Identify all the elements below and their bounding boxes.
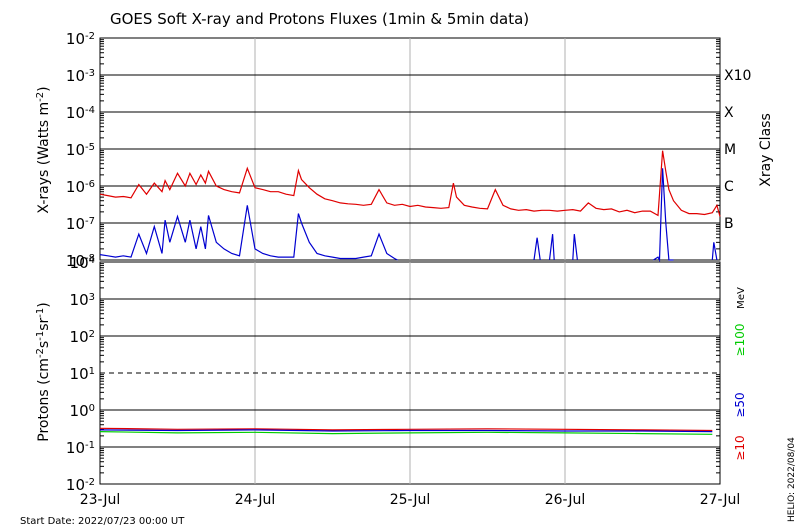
proton-y-tick-label: 101 [70,365,95,383]
x-tick-label: 26-Jul [545,492,586,508]
proton-grid [100,262,720,484]
proton-energy-label: ≥50 [733,392,747,417]
xray-y-tick-label: 10-3 [66,67,95,85]
xray-y-tick-labels: 10-2 10-3 10-4 10-5 10-6 10-7 10-8 [66,30,95,270]
xray-class-axis-label: Xray Class [758,113,774,187]
x-tick-label: 25-Jul [390,492,431,508]
proton-energy-label: ≥100 [733,324,747,357]
xray-class-label: M [724,142,736,158]
xray-class-label: X10 [724,68,751,84]
x-tick-label: 27-Jul [700,492,741,508]
credit-label: HELIO: 2022/08/04 [787,437,797,522]
proton-series-line-1 [99,429,713,433]
xray-ylabel: X-rays (Watts m-2) [35,86,53,213]
proton-y-tick-label: 102 [70,328,95,346]
xray-class-labels: X10 X M C B [724,68,751,232]
proton-y-tick-label: 100 [70,402,95,420]
xray-class-label: B [724,216,734,232]
x-tick-label: 23-Jul [80,492,121,508]
proton-y-tick-label: 10-1 [66,439,95,457]
x-tick-label: 24-Jul [235,492,276,508]
proton-energy-label: ≥10 [733,435,747,460]
xray-y-tick-label: 10-8 [66,252,95,270]
xray-y-tick-label: 10-7 [66,215,95,233]
xray-y-tick-label: 10-4 [66,104,95,122]
xray-class-label: X [724,105,734,121]
xray-y-tick-label: 10-6 [66,178,95,196]
proton-y-tick-label: 103 [70,291,95,309]
mev-unit-label: MeV [736,287,747,309]
proton-y-tick-label: 104 [70,254,95,272]
xray-y-tick-label: 10-5 [66,141,95,159]
xray-class-label: C [724,179,734,195]
start-date: Start Date: 2022/07/23 00:00 UT [20,516,185,527]
proton-series-line-2 [99,431,713,435]
xray-series [99,150,721,263]
xray-grid [100,38,720,260]
proton-ylabel: Protons (cm-2s-1sr-1) [35,302,53,441]
chart-title: GOES Soft X-ray and Protons Fluxes (1min… [110,10,529,28]
proton-y-tick-label: 10-2 [66,476,95,494]
xray-series-line-0 [99,150,721,217]
xray-y-tick-label: 10-2 [66,30,95,48]
proton-series [99,427,713,435]
proton-y-tick-labels: 104 103 102 101 100 10-1 10-2 [66,254,95,494]
proton-series-line-0 [99,427,713,432]
proton-energy-labels: ≥100 ≥50 ≥10 [733,324,747,461]
x-tick-labels: 23-Jul 24-Jul 25-Jul 26-Jul 27-Jul [80,492,741,508]
xray-series-line-1 [99,168,718,263]
